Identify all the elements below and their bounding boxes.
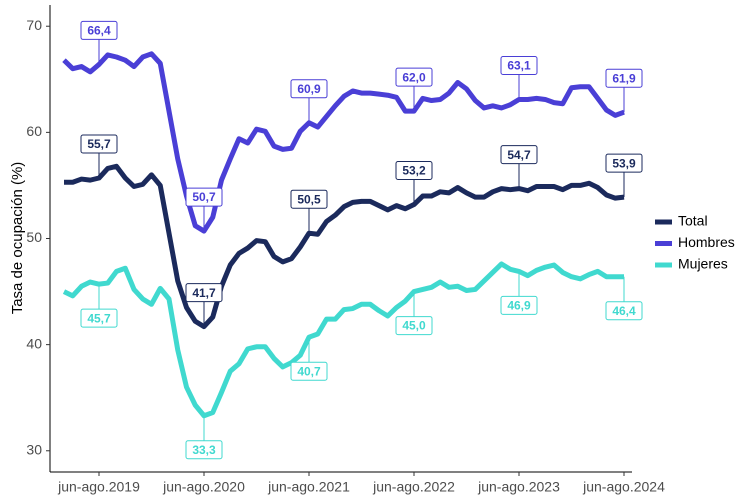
- value-label: 41,7: [192, 286, 216, 300]
- x-tick-label: jun-ago.2022: [372, 479, 455, 495]
- value-label: 61,9: [612, 71, 636, 85]
- y-tick-label: 70: [26, 17, 42, 33]
- legend-label: Total: [678, 213, 708, 229]
- value-label: 46,4: [612, 304, 636, 318]
- label-box: [605, 68, 643, 88]
- label-box: [290, 189, 328, 209]
- value-label: 40,7: [297, 364, 321, 378]
- series-line: [62, 51, 625, 234]
- legend-label: Mujeres: [678, 256, 728, 272]
- value-label: 55,7: [87, 137, 111, 151]
- y-tick-label: 60: [26, 123, 42, 139]
- label-box: [605, 153, 643, 173]
- y-tick-label: 40: [26, 335, 42, 351]
- label-box: [500, 55, 538, 75]
- x-tick-label: jun-ago.2021: [267, 479, 350, 495]
- label-box: [395, 67, 433, 87]
- label-box: [80, 308, 118, 328]
- value-label: 45,0: [402, 319, 426, 333]
- label-box: [80, 20, 118, 40]
- label-box: [290, 79, 328, 99]
- x-tick-label: jun-ago.2019: [57, 479, 140, 495]
- label-box: [395, 316, 433, 336]
- label-box: [500, 145, 538, 165]
- value-label: 53,9: [612, 156, 636, 170]
- y-tick-label: 30: [26, 441, 42, 457]
- x-tick-label: jun-ago.2020: [162, 479, 245, 495]
- label-box: [395, 161, 433, 181]
- value-label: 46,9: [507, 299, 531, 313]
- value-label: 54,7: [507, 148, 531, 162]
- label-box: [500, 295, 538, 315]
- label-box: [605, 301, 643, 321]
- value-label: 50,5: [297, 192, 321, 206]
- series-line: [62, 261, 624, 419]
- value-label: 62,0: [402, 70, 426, 84]
- label-box: [185, 283, 223, 303]
- y-axis-label: Tasa de ocupación (%): [9, 162, 26, 315]
- legend-label: Hombres: [678, 234, 735, 250]
- label-box: [185, 440, 223, 460]
- value-label: 60,9: [297, 82, 321, 96]
- value-label: 66,4: [87, 24, 111, 38]
- label-box: [290, 361, 328, 381]
- value-label: 33,3: [192, 443, 216, 457]
- label-box: [185, 187, 223, 207]
- x-tick-label: jun-ago.2023: [477, 479, 560, 495]
- label-box: [80, 134, 118, 154]
- y-tick-label: 50: [26, 229, 42, 245]
- value-label: 50,7: [192, 190, 216, 204]
- value-label: 53,2: [402, 164, 426, 178]
- value-label: 63,1: [507, 59, 531, 73]
- x-tick-label: jun-ago.2024: [582, 479, 665, 495]
- series-line: [64, 163, 625, 330]
- value-label: 45,7: [87, 311, 111, 325]
